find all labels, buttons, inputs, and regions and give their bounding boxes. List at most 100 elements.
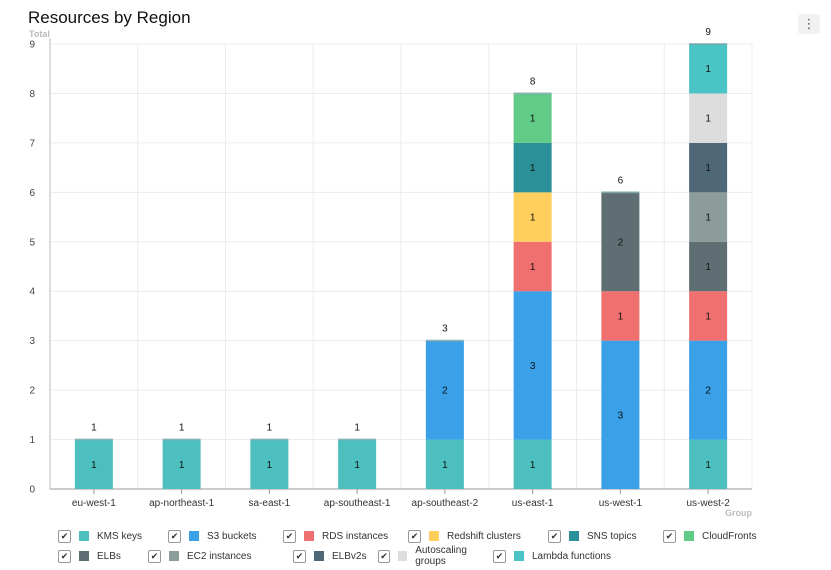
bar-segment[interactable] [338, 439, 377, 489]
legend-item[interactable]: ✔ RDS instances [283, 529, 408, 543]
segment-label: 3 [530, 361, 536, 372]
bar-cap [425, 339, 464, 342]
bar-segment[interactable] [513, 93, 552, 143]
x-tick-label: us-west-1 [599, 498, 643, 509]
total-label: 9 [705, 27, 711, 38]
bar-segment[interactable] [689, 93, 728, 143]
bar-segment[interactable] [425, 340, 464, 440]
legend-checkbox[interactable]: ✔ [408, 529, 421, 543]
legend-checkbox[interactable]: ✔ [148, 549, 161, 563]
legend-swatch [79, 531, 89, 541]
bar-segment[interactable] [601, 192, 640, 292]
bar-segment[interactable] [689, 439, 728, 489]
segment-label: 1 [705, 213, 711, 224]
bar-segment[interactable] [689, 340, 728, 440]
legend-label: Autoscaling groups [415, 545, 467, 567]
legend-label: CloudFronts [702, 530, 757, 542]
legend-checkbox[interactable]: ✔ [493, 549, 506, 563]
y-tick-label: 5 [29, 237, 35, 248]
x-tick-label: us-east-1 [512, 498, 554, 509]
y-tick-label: 4 [29, 287, 35, 298]
legend-item[interactable]: ✔ S3 buckets [168, 529, 283, 543]
bar-cap [162, 438, 201, 441]
segment-label: 1 [179, 460, 185, 471]
legend-swatch [189, 531, 199, 541]
legend-checkbox[interactable]: ✔ [58, 529, 71, 543]
total-label: 1 [354, 423, 360, 434]
legend-checkbox[interactable]: ✔ [293, 549, 306, 563]
bar-segment[interactable] [689, 241, 728, 292]
segment-label: 1 [530, 213, 536, 224]
bar-segment[interactable] [513, 192, 552, 242]
x-tick-label: ap-southeast-1 [324, 498, 391, 509]
bar-segment[interactable] [513, 291, 552, 440]
bar-segment[interactable] [74, 439, 113, 489]
bar-segment[interactable] [425, 439, 464, 489]
legend-item[interactable]: ✔ Autoscaling groups [378, 545, 493, 567]
bar-cap [689, 43, 728, 45]
bar-segment[interactable] [250, 439, 289, 489]
legend-swatch [684, 531, 694, 541]
segment-label: 1 [705, 64, 711, 75]
segment-label: 2 [442, 386, 448, 397]
y-tick-label: 2 [29, 386, 35, 397]
segment-label: 1 [267, 460, 273, 471]
chart-legend: ✔ KMS keys ✔ S3 buckets ✔ RDS instances ✔ Redsh… [58, 526, 828, 567]
legend-item[interactable]: ✔ SNS topics [548, 529, 663, 543]
legend-checkbox[interactable]: ✔ [548, 529, 561, 543]
legend-swatch [514, 551, 524, 561]
legend-swatch [398, 551, 408, 561]
total-label: 1 [179, 423, 185, 434]
legend-label: RDS instances [322, 530, 389, 542]
bar-cap [250, 438, 289, 441]
bar-segment[interactable] [513, 142, 552, 193]
bar-segment[interactable] [689, 142, 728, 193]
legend-checkbox[interactable]: ✔ [663, 529, 676, 543]
segment-label: 2 [705, 386, 711, 397]
bar-segment[interactable] [601, 340, 640, 489]
legend-row: ✔ ELBs ✔ EC2 instances ✔ ELBv2s ✔ Autoscaling g… [58, 545, 828, 567]
bar-segment[interactable] [513, 241, 552, 292]
bar-cap [74, 438, 113, 441]
bar-segment[interactable] [689, 192, 728, 242]
legend-checkbox[interactable]: ✔ [283, 529, 296, 543]
bar-segment[interactable] [689, 44, 728, 94]
segment-label: 2 [618, 237, 624, 248]
legend-swatch [569, 531, 579, 541]
bar-segment[interactable] [162, 439, 201, 489]
bar-segment[interactable] [689, 291, 728, 341]
bar-segment[interactable] [513, 439, 552, 489]
legend-item[interactable]: ✔ Redshift clusters [408, 529, 548, 543]
total-label: 3 [442, 324, 448, 335]
y-tick-label: 6 [29, 188, 35, 199]
bar-segment[interactable] [601, 291, 640, 341]
segment-label: 1 [442, 460, 448, 471]
y-tick-label: 3 [29, 336, 35, 347]
legend-label: KMS keys [97, 530, 143, 542]
more-options-icon[interactable]: ⋮ [798, 14, 820, 34]
segment-label: 1 [530, 114, 536, 125]
segment-label: 1 [530, 460, 536, 471]
legend-swatch [169, 551, 179, 561]
legend-checkbox[interactable]: ✔ [58, 549, 71, 563]
legend-item[interactable]: ✔ Lambda functions [493, 549, 643, 563]
legend-checkbox[interactable]: ✔ [168, 529, 181, 543]
legend-swatch [79, 551, 89, 561]
x-tick-label: us-west-2 [686, 498, 730, 509]
legend-label: Redshift clusters [447, 530, 521, 542]
y-tick-label: 0 [29, 485, 35, 496]
legend-item[interactable]: ✔ EC2 instances [148, 549, 293, 563]
total-label: 1 [91, 423, 97, 434]
legend-item[interactable]: ✔ ELBv2s [293, 549, 378, 563]
total-label: 8 [530, 76, 536, 87]
legend-item[interactable]: ✔ KMS keys [58, 529, 168, 543]
legend-item[interactable]: ✔ CloudFronts [663, 529, 758, 543]
segment-label: 1 [705, 262, 711, 273]
y-tick-label: 8 [29, 89, 35, 100]
total-label: 1 [267, 423, 273, 434]
legend-item[interactable]: ✔ ELBs [58, 549, 148, 563]
legend-checkbox[interactable]: ✔ [378, 549, 391, 563]
legend-row: ✔ KMS keys ✔ S3 buckets ✔ RDS instances ✔ Redsh… [58, 526, 828, 546]
legend-label: S3 buckets [207, 530, 257, 542]
bar-cap [338, 438, 377, 441]
